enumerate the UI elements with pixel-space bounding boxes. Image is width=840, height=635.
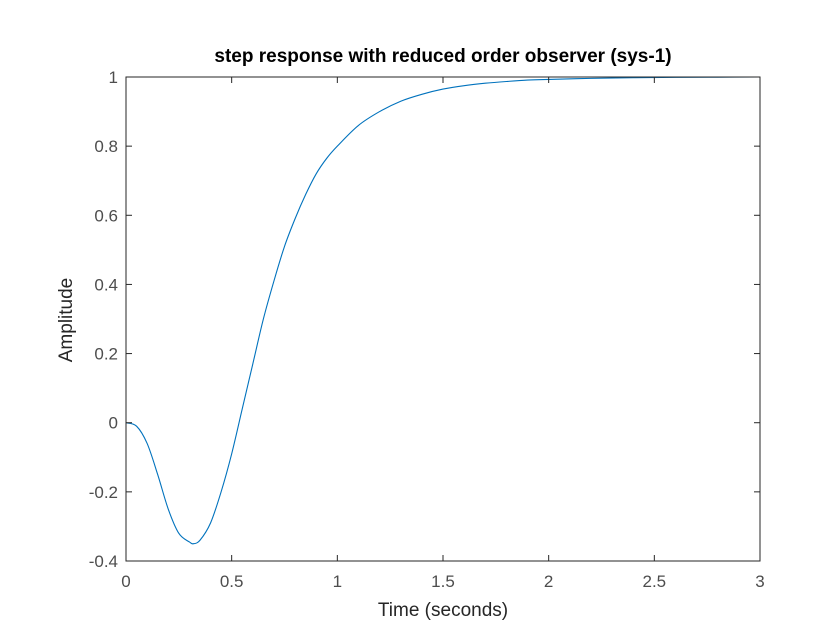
x-ticks: 0 0.5 1 1.5 2 2.5 3 [121,77,765,591]
x-tick-label: 3 [755,572,764,591]
x-tick-label: 1 [333,572,342,591]
x-tick-label: 2.5 [643,572,667,591]
x-tick-label: 1.5 [431,572,455,591]
y-tick-label: -0.4 [89,552,118,571]
y-tick-label: 0.6 [94,206,118,225]
y-tick-label: 0.4 [94,275,118,294]
y-tick-label: 1 [109,68,118,87]
x-tick-label: 2 [544,572,553,591]
y-ticks: -0.4 -0.2 0 0.2 0.4 0.6 0.8 1 [89,68,760,571]
step-response-line [125,76,761,545]
x-axis-label: Time (seconds) [378,600,508,621]
x-tick-label: 0.5 [220,572,244,591]
y-tick-label: 0.2 [94,345,118,364]
y-tick-label: 0.8 [94,137,118,156]
series-layer [125,76,761,545]
y-tick-label: -0.2 [89,483,118,502]
y-tick-label: 0 [109,414,118,433]
plot-area [126,77,760,561]
chart-title: step response with reduced order observe… [214,46,671,67]
x-tick-label: 0 [121,572,130,591]
y-axis-label: Amplitude [56,278,77,363]
